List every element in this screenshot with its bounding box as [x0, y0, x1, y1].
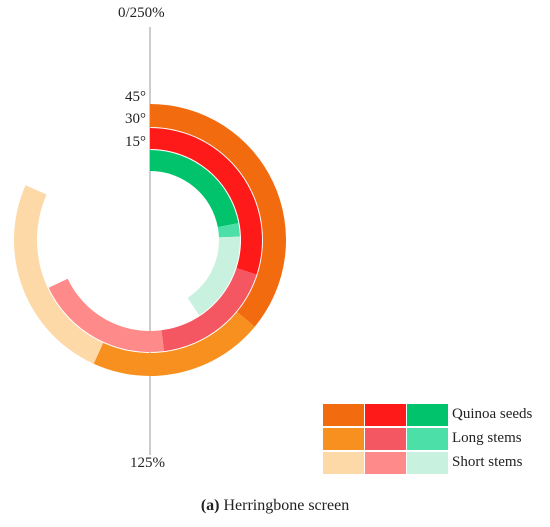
- figure-caption: (a) Herringbone screen: [0, 497, 550, 515]
- ring-segment-short-stems: [187, 236, 241, 316]
- ring-segment-quinoa-seeds: [150, 150, 239, 228]
- legend-row-long-stems: Long stems: [323, 427, 532, 450]
- ring-segment-quinoa-seeds: [150, 128, 263, 275]
- legend-label: Long stems: [452, 430, 522, 446]
- ring-segment-long-stems: [161, 268, 257, 352]
- ring-segment-quinoa-seeds: [150, 104, 287, 327]
- caption-letter: (a): [200, 497, 220, 514]
- ring-segment-long-stems: [217, 223, 240, 238]
- rings-group: [14, 104, 287, 376]
- top-tick-label: 0/250%: [118, 5, 165, 21]
- legend-swatch: [323, 451, 364, 474]
- legend-swatch: [407, 427, 448, 450]
- ring-segment-short-stems: [14, 185, 104, 364]
- bottom-tick-label: 125%: [130, 455, 165, 471]
- ring-segment-short-stems: [48, 278, 165, 353]
- legend-row-quinoa-seeds: Quinoa seeds: [323, 403, 532, 426]
- caption-text: Herringbone screen: [219, 497, 350, 514]
- legend-label: Quinoa seeds: [452, 406, 533, 422]
- legend-swatch: [365, 403, 406, 426]
- ring-label-15: 15°: [125, 134, 146, 150]
- ring-segment-long-stems: [93, 312, 255, 376]
- legend-swatch: [365, 451, 406, 474]
- ring-label-45: 45°: [125, 89, 146, 105]
- legend-swatch: [365, 427, 406, 450]
- legend-row-short-stems: Short stems: [323, 451, 532, 474]
- legend-swatch: [407, 451, 448, 474]
- legend-swatch: [407, 403, 448, 426]
- legend-label: Short stems: [452, 454, 523, 470]
- legend-swatch: [323, 403, 364, 426]
- ring-label-30: 30°: [125, 111, 146, 127]
- legend-swatch: [323, 427, 364, 450]
- legend: Quinoa seeds Long stems Short stems: [323, 403, 532, 475]
